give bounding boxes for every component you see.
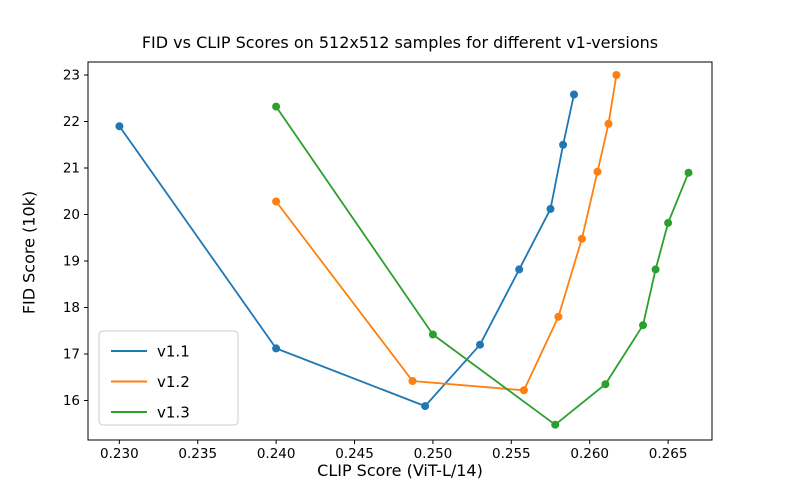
data-point-marker [639,321,647,330]
legend-entry-v1.3: v1.3 [111,404,190,422]
y-tick-label: 23 [63,68,80,84]
x-tick-label: 0.250 [414,446,453,462]
data-point-marker [428,330,437,339]
y-tick-label: 21 [63,161,80,177]
legend-box [98,330,239,426]
data-point-marker [684,168,693,177]
y-tick-label: 20 [63,207,80,223]
x-tick-label: 0.260 [570,446,609,462]
x-tick-label: 0.255 [492,446,531,462]
data-point-marker [593,167,602,176]
x-tick-label: 0.235 [178,446,217,462]
data-point-marker [408,377,417,385]
data-point-marker [476,340,484,349]
series-line-v1.2 [275,74,618,392]
data-point-marker [612,71,621,79]
x-axis-label: CLIP Score (ViT-L/14) [317,461,483,480]
series-markers-v1.1 [115,90,578,411]
data-point-marker [272,197,281,206]
y-tick-label: 16 [63,393,80,409]
data-point-marker [515,265,524,274]
series-markers-v1.2 [272,71,621,395]
data-point-marker [651,265,660,274]
data-point-marker [601,380,610,389]
data-point-marker [554,312,563,321]
series-line-v1.1 [118,93,575,407]
data-point-marker [421,402,430,411]
legend: v1.1 v1.2 v1.3 [98,330,239,426]
x-tick-label: 0.240 [257,446,296,462]
data-point-marker [272,344,281,353]
y-tick-label: 17 [63,346,80,362]
data-point-marker [664,218,673,227]
y-tick-label: 18 [63,300,80,316]
x-tick-label: 0.265 [649,446,688,462]
legend-entry-v1.1: v1.1 [111,343,190,361]
series-line-v1.3 [275,105,690,426]
data-point-marker [272,102,281,111]
data-point-marker [570,90,578,99]
data-point-marker [546,204,555,213]
x-tick-label: 0.245 [335,446,374,462]
y-axis-label: FID Score (10k) [19,190,39,315]
data-point-marker [551,420,560,429]
chart-title: FID vs CLIP Scores on 512x512 samples fo… [141,33,659,52]
legend-label: v1.2 [157,373,190,391]
x-tick-label: 0.230 [100,446,139,462]
data-point-marker [604,119,613,128]
legend-label: v1.3 [157,404,190,422]
data-point-marker [577,234,586,243]
y-tick-label: 22 [63,114,80,130]
legend-entry-v1.2: v1.2 [111,373,190,391]
y-tick-label: 19 [63,253,80,269]
legend-label: v1.1 [157,343,190,361]
series-markers-v1.3 [272,102,693,429]
data-point-marker [115,122,124,131]
data-point-marker [559,140,568,149]
data-point-marker [519,386,528,395]
